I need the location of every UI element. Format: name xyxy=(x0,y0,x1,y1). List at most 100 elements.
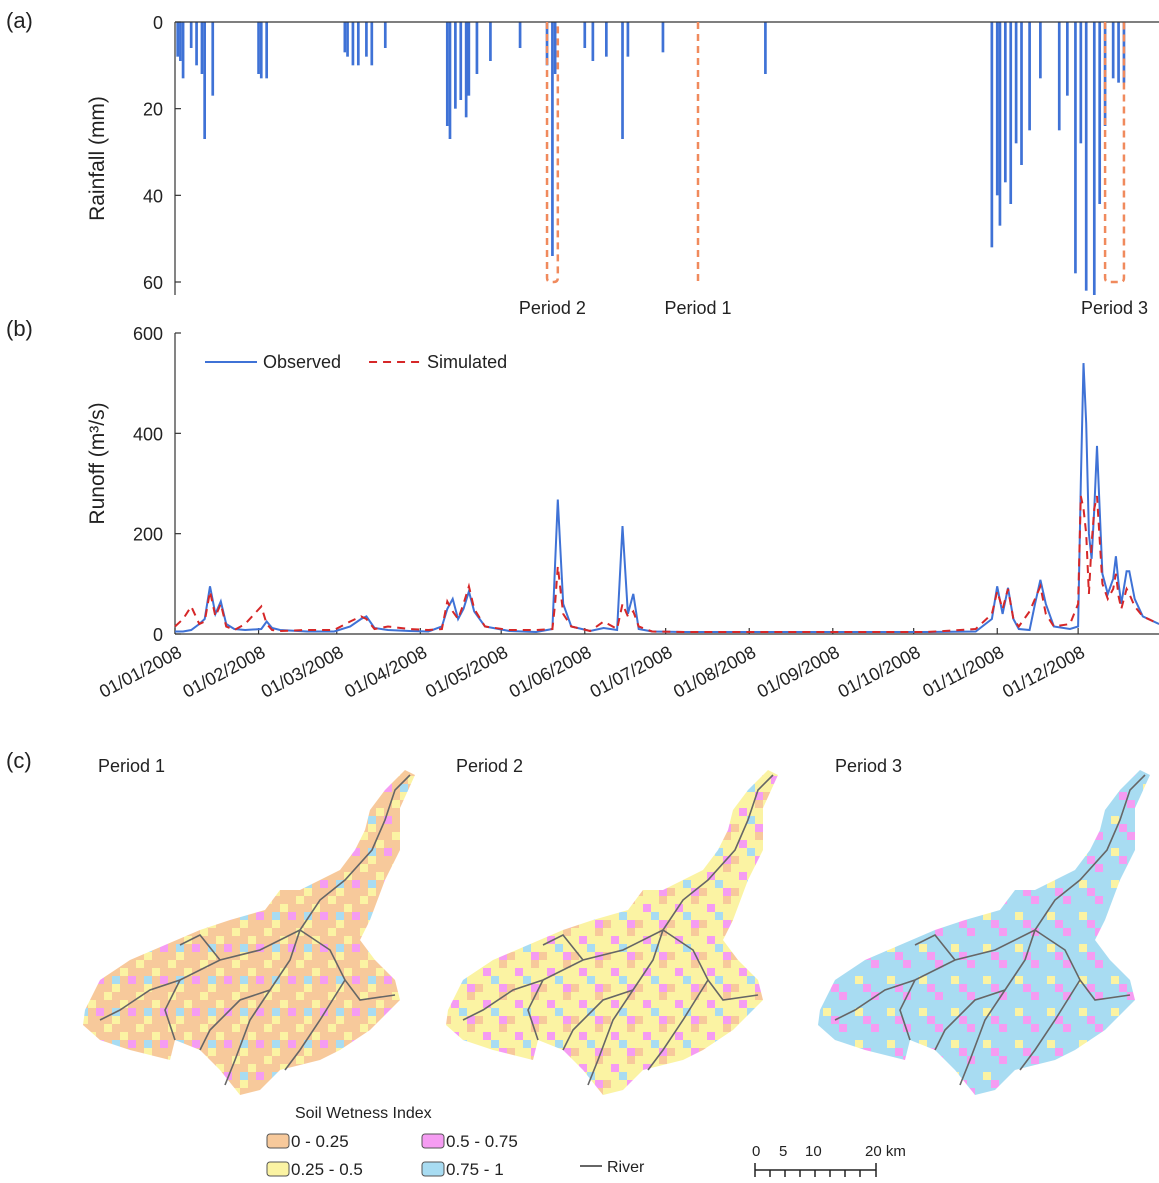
x-tick-label: 01/08/2008 xyxy=(670,642,759,702)
y-tick-label: 0 xyxy=(153,625,163,645)
bar xyxy=(583,22,587,48)
bar xyxy=(454,22,457,109)
bar xyxy=(995,22,999,196)
legend-label: Observed xyxy=(263,352,341,372)
bar xyxy=(1003,22,1007,183)
bar xyxy=(1009,22,1013,204)
x-tick-label: 01/04/2008 xyxy=(341,642,430,702)
bar xyxy=(445,22,449,126)
map-period-1 xyxy=(83,770,415,1095)
bar xyxy=(545,22,549,66)
bar xyxy=(211,22,215,96)
bar xyxy=(1074,22,1077,274)
bar xyxy=(203,22,207,139)
bar xyxy=(189,22,193,48)
period-label: Period 3 xyxy=(1081,298,1148,318)
bar xyxy=(1014,22,1018,144)
bar xyxy=(343,22,347,53)
scale-bar xyxy=(754,1163,877,1177)
period-marker xyxy=(1103,22,1126,284)
legend-label: 0.5 - 0.75 xyxy=(446,1132,518,1151)
bar xyxy=(489,22,492,61)
map-title: Period 2 xyxy=(456,756,523,776)
bar xyxy=(365,22,368,57)
bar xyxy=(459,22,463,100)
x-tick-label: 01/11/2008 xyxy=(919,642,1007,701)
map-title: Period 1 xyxy=(98,756,165,776)
x-tick-label: 01/02/2008 xyxy=(180,642,269,702)
bar xyxy=(265,22,269,79)
x-tick-label: 01/07/2008 xyxy=(587,642,676,702)
x-tick-label: 01/09/2008 xyxy=(754,642,843,702)
bar xyxy=(518,22,522,48)
legend-label: 0.25 - 0.5 xyxy=(291,1160,363,1179)
x-tick-label: 01/01/2008 xyxy=(96,642,185,702)
scale-label: 5 xyxy=(779,1143,787,1160)
bar xyxy=(551,22,554,256)
bar xyxy=(1111,22,1115,79)
scale-label: 20 km xyxy=(865,1143,906,1160)
bar xyxy=(1098,22,1102,204)
bar xyxy=(448,22,452,139)
y-tick-label: 40 xyxy=(143,186,163,206)
bar xyxy=(626,22,630,57)
map-period-3 xyxy=(818,770,1150,1095)
bar xyxy=(467,22,471,96)
panel-label: (a) xyxy=(6,8,33,33)
bar xyxy=(604,22,608,57)
period-label: Period 2 xyxy=(519,298,586,318)
line xyxy=(174,495,1159,633)
period-label: Period 1 xyxy=(664,298,731,318)
legend-label: Simulated xyxy=(427,352,507,372)
map-title: Period 3 xyxy=(835,756,902,776)
y-tick-label: 600 xyxy=(133,324,163,344)
bar xyxy=(591,22,595,61)
bar xyxy=(1020,22,1023,165)
panel-label: (b) xyxy=(6,316,33,341)
bar xyxy=(257,22,260,74)
legend-swatch xyxy=(421,1133,445,1149)
bar xyxy=(351,22,355,66)
bar xyxy=(383,22,387,48)
line xyxy=(175,363,1159,634)
bar xyxy=(1057,22,1061,131)
y-tick-label: 60 xyxy=(143,273,163,293)
y-tick-label: 400 xyxy=(133,424,163,444)
river-label: River xyxy=(607,1159,645,1176)
legend-swatch xyxy=(421,1161,445,1177)
map-period-2 xyxy=(446,770,778,1095)
x-tick-label: 01/03/2008 xyxy=(258,642,347,702)
bar xyxy=(259,22,263,79)
bar xyxy=(346,22,349,57)
bar xyxy=(200,22,204,74)
legend-swatch xyxy=(266,1133,290,1149)
y-tick-label: 200 xyxy=(133,525,163,545)
period-marker xyxy=(545,22,560,284)
bar xyxy=(1092,22,1096,295)
x-tick-label: 01/05/2008 xyxy=(422,642,511,702)
x-tick-label: 01/12/2008 xyxy=(999,642,1088,702)
bar xyxy=(356,22,360,66)
bar xyxy=(990,22,994,248)
y-tick-label: 0 xyxy=(153,13,163,33)
bar xyxy=(1117,22,1120,83)
bar xyxy=(176,22,180,57)
y-tick-label: 20 xyxy=(143,100,163,120)
scale-label: 10 xyxy=(805,1143,822,1160)
y-axis-label: Runoff (m³/s) xyxy=(86,402,109,524)
bar xyxy=(1028,22,1031,131)
x-tick-label: 01/10/2008 xyxy=(835,642,924,702)
bar xyxy=(464,22,468,118)
x-tick-label: 01/06/2008 xyxy=(506,642,595,702)
bar xyxy=(179,22,182,61)
bar xyxy=(1039,22,1042,79)
legend-label: 0.75 - 1 xyxy=(446,1160,504,1179)
bar xyxy=(1065,22,1069,96)
bar xyxy=(661,22,665,53)
bar xyxy=(764,22,767,74)
bar xyxy=(181,22,185,79)
bar xyxy=(1079,22,1083,144)
bar xyxy=(370,22,374,66)
legend-title: Soil Wetness Index xyxy=(295,1105,432,1122)
